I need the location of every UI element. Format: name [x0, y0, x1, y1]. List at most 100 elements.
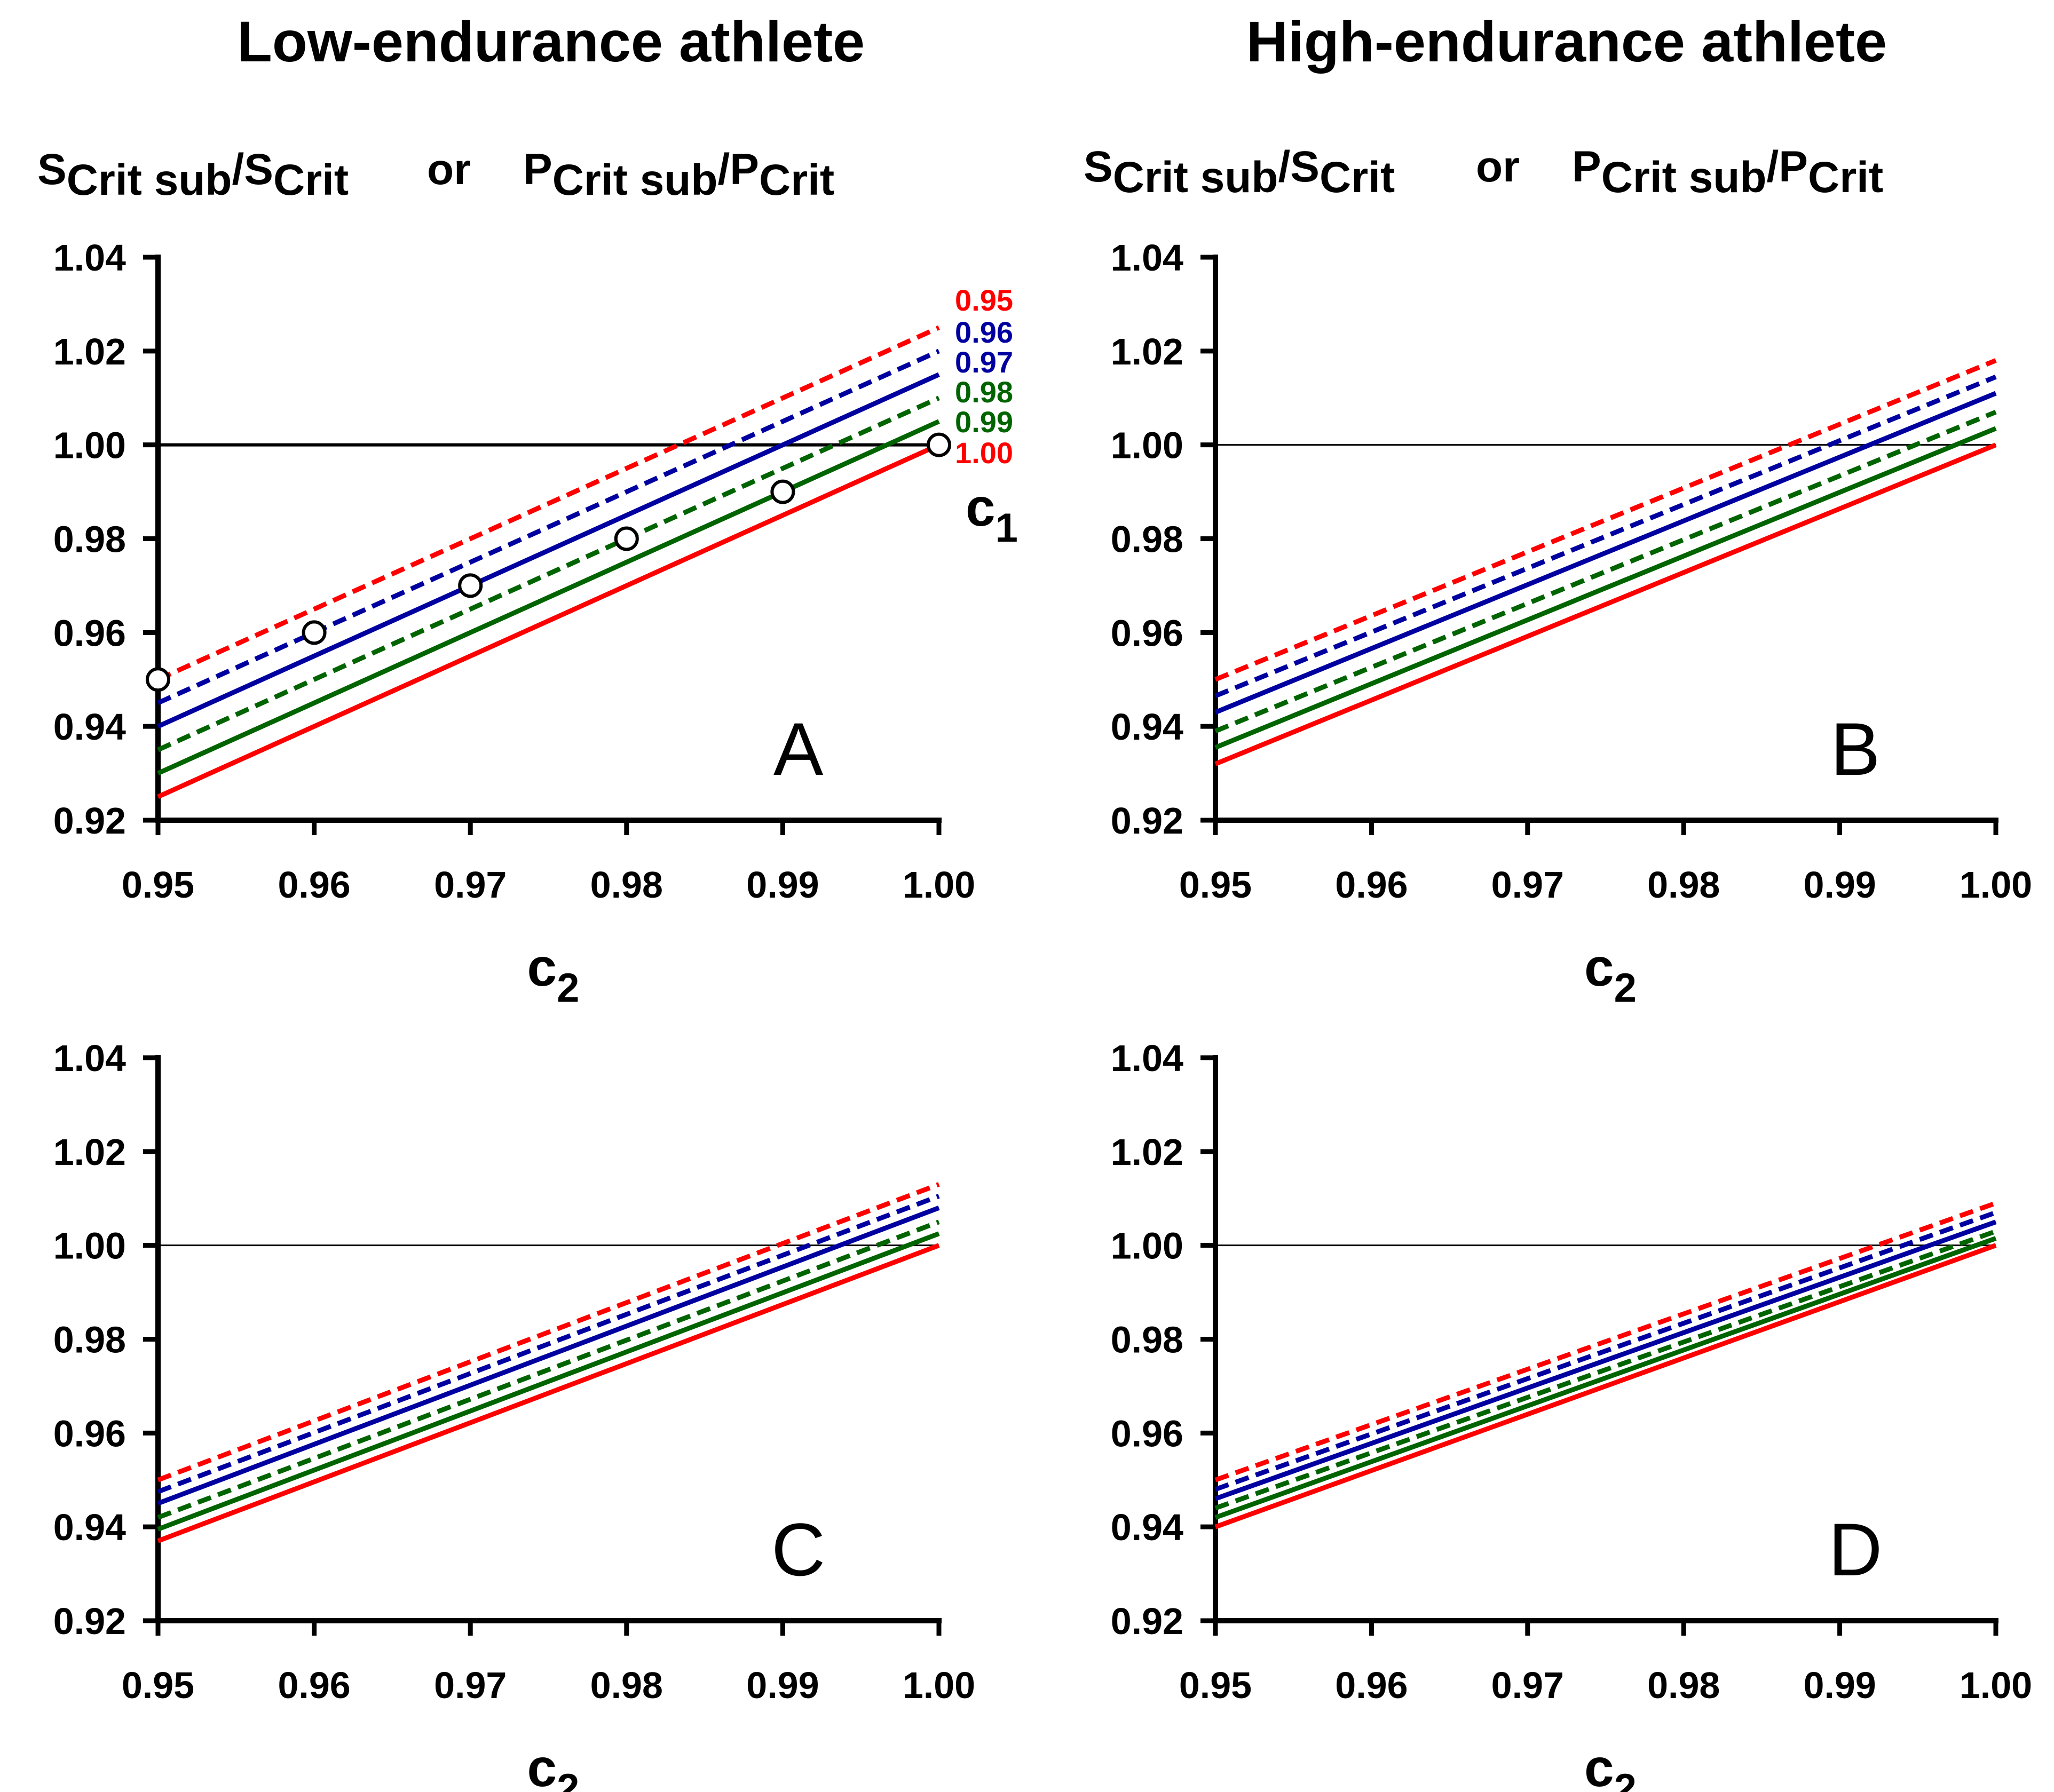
- x-axis-label-main: c: [1584, 938, 1614, 997]
- ylabel-right-p-sub: Crit sub: [1601, 153, 1767, 202]
- ylabel-right-slash2: /: [1767, 142, 1779, 191]
- x-tick-label: 1.00: [903, 864, 975, 906]
- ylabel-left-p2-sub: Crit: [759, 156, 834, 204]
- series-line-0-96: [157, 1194, 940, 1494]
- series-line-1-00: [157, 442, 940, 799]
- series-line-0-95: [157, 1182, 940, 1482]
- y-tick-label: 0.94: [53, 1506, 126, 1548]
- ylabel-right-p2: P: [1779, 142, 1808, 191]
- panel-a-chart: 0.920.940.960.981.001.021.040.95 0.96 0.97…: [53, 237, 1018, 1011]
- column-title-high: High-endurance athlete: [1246, 9, 1887, 74]
- y-tick-label: 0.96: [53, 1413, 126, 1454]
- x-tick-label: 0.95: [122, 1664, 194, 1706]
- x-axis-label-main: c: [527, 938, 557, 997]
- panel-label: B: [1830, 707, 1880, 791]
- series-line-0-96: [1214, 375, 1997, 699]
- series-line-0-99: [157, 419, 940, 776]
- x-tick-label: 0.99: [1803, 1664, 1876, 1706]
- legend-label-0-99: 0.99: [955, 405, 1013, 439]
- series-line-1-00: [1214, 442, 1997, 766]
- x-axis-label: c2: [527, 938, 580, 1011]
- ylabel-right-slash: /: [1278, 142, 1291, 191]
- column-title-low: Low-endurance athlete: [237, 9, 865, 74]
- y-tick-label: 0.92: [53, 1600, 126, 1642]
- data-marker: [927, 432, 951, 457]
- x-axis-label-subscript: 2: [1614, 965, 1637, 1011]
- x-tick-label: 0.97: [434, 864, 507, 906]
- y-tick-label: 0.92: [53, 800, 126, 842]
- ylabel-right-p: P: [1572, 142, 1601, 191]
- y-tick-label: 0.94: [1111, 706, 1183, 748]
- data-marker: [458, 573, 483, 598]
- series-line-0-98: [1214, 409, 1997, 734]
- y-tick-label: 1.04: [53, 1037, 126, 1079]
- x-tick-label: 1.00: [903, 1664, 975, 1706]
- series-line-0-95: [1214, 1201, 1997, 1482]
- series-line-0-96: [1214, 1210, 1997, 1492]
- x-tick-label: 0.95: [1179, 864, 1252, 906]
- x-axis-label-main: c: [527, 1738, 557, 1792]
- y-tick-label: 0.98: [1111, 519, 1183, 560]
- ylabel-left-p-sub: Crit sub: [552, 156, 718, 204]
- x-tick-label: 0.99: [746, 1664, 819, 1706]
- ylabel-right-or: or: [1476, 142, 1520, 191]
- x-tick-label: 0.97: [1491, 864, 1564, 906]
- series-line-0-98: [1214, 1229, 1997, 1511]
- y-tick-label: 0.92: [1111, 1600, 1183, 1642]
- legend-label-1-00: 1.00: [955, 436, 1013, 470]
- series-line-0-95: [157, 325, 940, 682]
- ylabel-left: SCrit sub/SCrit or PCrit sub/PCrit: [37, 145, 834, 204]
- series-line-0-99: [157, 1231, 940, 1532]
- x-tick-label: 0.98: [590, 864, 663, 906]
- series-line-0-99: [1214, 1236, 1997, 1520]
- y-tick-label: 1.02: [1111, 331, 1183, 372]
- y-tick-label: 0.92: [1111, 800, 1183, 842]
- ylabel-left-s2-sub: Crit: [273, 156, 349, 204]
- legend-title-main: c: [966, 478, 996, 537]
- y-tick-label: 0.94: [1111, 1506, 1183, 1548]
- x-axis-label: c2: [527, 1738, 580, 1792]
- ylabel-right-s2: S: [1290, 142, 1320, 191]
- ylabel-left-s: S: [37, 145, 67, 194]
- x-tick-label: 0.96: [278, 1664, 350, 1706]
- x-axis-label-subscript: 2: [557, 965, 579, 1011]
- y-tick-label: 0.94: [53, 706, 126, 748]
- legend-label-0-95: 0.95: [955, 283, 1013, 317]
- x-tick-label: 1.00: [1960, 1664, 2032, 1706]
- x-axis-label: c2: [1584, 1738, 1637, 1792]
- ylabel-left-p: P: [523, 145, 552, 194]
- y-tick-label: 0.96: [1111, 1413, 1183, 1454]
- panel-b-chart: 0.92 0.94 0.96 0.98 1.00 1.02 1.04 0.95 0.96 0.97…: [1111, 237, 2032, 1011]
- ylabel-left-or: or: [427, 145, 471, 194]
- x-tick-label: 0.97: [434, 1664, 507, 1706]
- panel-c-chart: 0.92 0.94 0.96 0.98 1.00 1.02 1.04 0.95 0.96 0.97…: [53, 1037, 975, 1792]
- ylabel-left-p2: P: [730, 145, 759, 194]
- x-tick-label: 0.99: [746, 864, 819, 906]
- x-tick-label: 0.96: [1335, 1664, 1408, 1706]
- data-marker: [614, 526, 639, 551]
- x-tick-label: 0.98: [590, 1664, 663, 1706]
- ylabel-right: SCrit sub/SCrit or PCrit sub/PCrit: [1084, 142, 1883, 202]
- x-axis-label-subscript: 2: [1614, 1766, 1637, 1792]
- x-tick-label: 1.00: [1960, 864, 2032, 906]
- series-line-0-97: [1214, 391, 1997, 715]
- x-axis-label-subscript: 2: [557, 1766, 579, 1792]
- x-tick-label: 0.98: [1647, 864, 1720, 906]
- series-line-1-00: [157, 1243, 940, 1543]
- y-tick-label: 1.02: [1111, 1131, 1183, 1173]
- y-tick-label: 1.00: [1111, 1225, 1183, 1267]
- y-tick-label: 0.96: [1111, 612, 1183, 654]
- series-line-0-98: [157, 1219, 940, 1520]
- y-tick-label: 1.00: [1111, 425, 1183, 466]
- x-axis-label-main: c: [1584, 1738, 1614, 1792]
- ylabel-left-slash2: /: [718, 145, 730, 194]
- ylabel-right-s: S: [1084, 142, 1113, 191]
- data-marker: [302, 620, 327, 645]
- series-line-0-97: [1214, 1219, 1997, 1501]
- x-axis-label: c2: [1584, 938, 1637, 1011]
- legend-label-0-97: 0.97: [955, 345, 1013, 379]
- legend-title-subscript: 1: [996, 505, 1018, 551]
- y-tick-label: 1.02: [53, 1131, 126, 1173]
- series-line-0-95: [1214, 358, 1997, 682]
